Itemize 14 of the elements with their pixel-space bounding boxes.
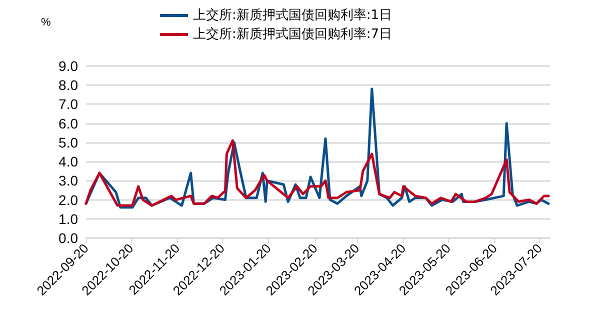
y-axis-title: % <box>41 16 51 28</box>
line-series <box>84 139 550 207</box>
y-tick-label: 9.0 <box>58 58 78 74</box>
legend-label: 上交所:新质押式国债回购利率:7日 <box>193 26 392 42</box>
y-tick-label: 8.0 <box>58 77 78 94</box>
y-tick-label: 7.0 <box>58 96 78 112</box>
y-tick-label: 5.0 <box>58 134 78 150</box>
y-tick-label: 0.0 <box>58 230 78 246</box>
y-tick-label: 4.0 <box>58 154 78 170</box>
y-tick-label: 1.0 <box>58 210 78 227</box>
y-tick-label: 6.0 <box>58 115 78 132</box>
legend-label: 上交所:新质押式国债回购利率:1日 <box>193 7 392 23</box>
y-tick-label: 3.0 <box>58 172 78 189</box>
y-tick-label: 2.0 <box>58 192 78 208</box>
